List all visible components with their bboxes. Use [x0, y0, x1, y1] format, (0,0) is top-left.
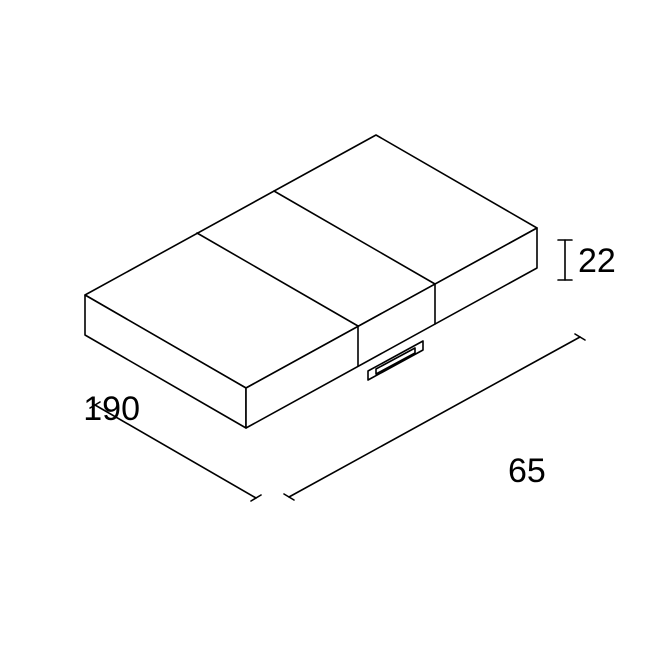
dim-width-label: 65: [508, 452, 546, 490]
dim-height-label: 22: [578, 242, 616, 280]
dim-length-label: 190: [83, 390, 140, 428]
technical-drawing: 190 65 22: [0, 0, 650, 650]
